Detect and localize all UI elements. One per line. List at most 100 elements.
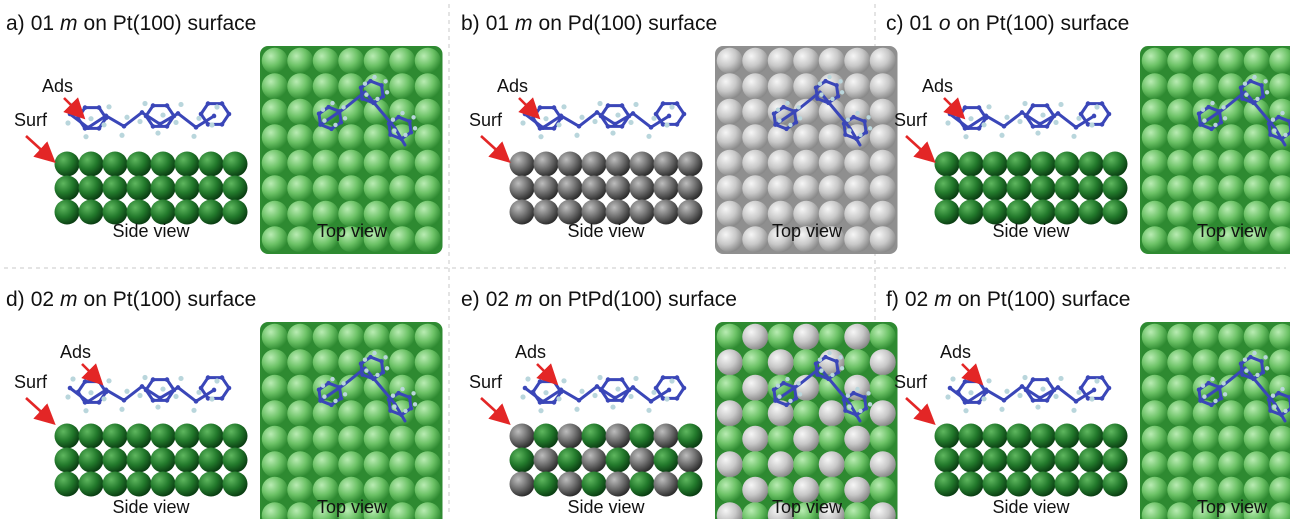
side-view-label: Side view	[112, 221, 190, 241]
surface-atom	[312, 47, 339, 74]
surface-atom	[818, 374, 845, 401]
ads-label: Ads	[940, 342, 971, 362]
surface-atom	[1243, 47, 1270, 74]
surface-atom	[414, 425, 441, 452]
surface-atom	[958, 423, 984, 449]
surface-atom	[742, 349, 769, 376]
surface-atom	[363, 175, 390, 202]
surface-atom	[818, 98, 845, 125]
surface-atom	[605, 199, 631, 225]
surface-atom	[1167, 374, 1194, 401]
surface-atom	[1243, 374, 1270, 401]
surface-atom	[742, 451, 769, 478]
ads-arrow	[536, 363, 559, 386]
surface-atom	[363, 425, 390, 452]
surface-atom	[363, 226, 390, 253]
panel-d: d) 02 m on Pt(100) surface Side view Top view…	[6, 288, 443, 519]
side-slab	[934, 423, 1128, 497]
adsorbate-molecule-side	[520, 374, 687, 414]
surface-atom	[767, 349, 794, 376]
surface-atom	[1078, 471, 1104, 497]
surface-atom	[767, 226, 794, 253]
surface-atom	[312, 149, 339, 176]
surface-atom	[716, 47, 743, 74]
surface-atom	[1167, 425, 1194, 452]
top-view-label: Top view	[772, 221, 843, 241]
surface-atom	[389, 476, 416, 503]
surface-atom	[557, 175, 583, 201]
surface-atom	[793, 149, 820, 176]
surface-atom	[1102, 175, 1128, 201]
surface-atom	[677, 423, 703, 449]
surface-atom	[509, 447, 535, 473]
surface-atom	[222, 471, 248, 497]
surface-atom	[287, 47, 314, 74]
surface-atom	[1141, 451, 1168, 478]
surface-atom	[716, 149, 743, 176]
panel-a: a) 01 m on Pt(100) surface Side view Top view…	[6, 12, 443, 254]
surface-atom	[78, 471, 104, 497]
ads-arrow	[961, 363, 984, 386]
surface-atom	[1167, 323, 1194, 350]
side-slab	[54, 151, 248, 225]
surface-atom	[198, 175, 224, 201]
surface-atom	[1218, 124, 1245, 151]
surface-atom	[793, 73, 820, 100]
surface-atom	[1167, 476, 1194, 503]
surface-atom	[716, 400, 743, 427]
surface-atom	[767, 323, 794, 350]
surface-atom	[982, 175, 1008, 201]
surface-atom	[261, 200, 288, 227]
surface-atom	[716, 323, 743, 350]
surface-atom	[389, 425, 416, 452]
surface-atom	[818, 175, 845, 202]
surface-atom	[869, 124, 896, 151]
surface-atom	[844, 349, 871, 376]
surface-atom	[1167, 47, 1194, 74]
surface-atom	[818, 502, 845, 519]
surface-atom	[150, 175, 176, 201]
surface-atom	[261, 349, 288, 376]
surface-atom	[1192, 323, 1219, 350]
surface-atom	[1243, 400, 1270, 427]
surface-atom	[54, 199, 80, 225]
surface-atom	[287, 425, 314, 452]
surface-atom	[1006, 423, 1032, 449]
surface-atom	[261, 175, 288, 202]
surface-atom	[1218, 349, 1245, 376]
surface-atom	[1269, 425, 1290, 452]
surface-atom	[1192, 476, 1219, 503]
surface-atom	[1167, 451, 1194, 478]
surface-atom	[869, 226, 896, 253]
surface-atom	[1243, 502, 1270, 519]
surface-atom	[312, 476, 339, 503]
surface-atom	[261, 425, 288, 452]
surface-atom	[1102, 199, 1128, 225]
surface-atom	[1218, 149, 1245, 176]
surface-atom	[174, 199, 200, 225]
surface-atom	[742, 374, 769, 401]
surface-atom	[1006, 471, 1032, 497]
surface-atom	[1167, 175, 1194, 202]
surface-atom	[1269, 476, 1290, 503]
surface-atom	[338, 451, 365, 478]
surface-atom	[1192, 502, 1219, 519]
surface-atom	[982, 447, 1008, 473]
surface-atom	[222, 447, 248, 473]
surface-atom	[605, 471, 631, 497]
surface-atom	[1006, 175, 1032, 201]
surface-atom	[958, 151, 984, 177]
surface-atom	[1243, 200, 1270, 227]
surface-atom	[934, 175, 960, 201]
surface-atom	[581, 447, 607, 473]
surface-atom	[198, 471, 224, 497]
side-slab	[54, 423, 248, 497]
surface-atom	[653, 447, 679, 473]
surface-atom	[389, 149, 416, 176]
surface-atom	[174, 151, 200, 177]
surface-atom	[54, 151, 80, 177]
ads-arrow	[63, 97, 86, 120]
surface-atom	[767, 451, 794, 478]
surface-atom	[629, 447, 655, 473]
surf-arrow	[25, 135, 56, 163]
